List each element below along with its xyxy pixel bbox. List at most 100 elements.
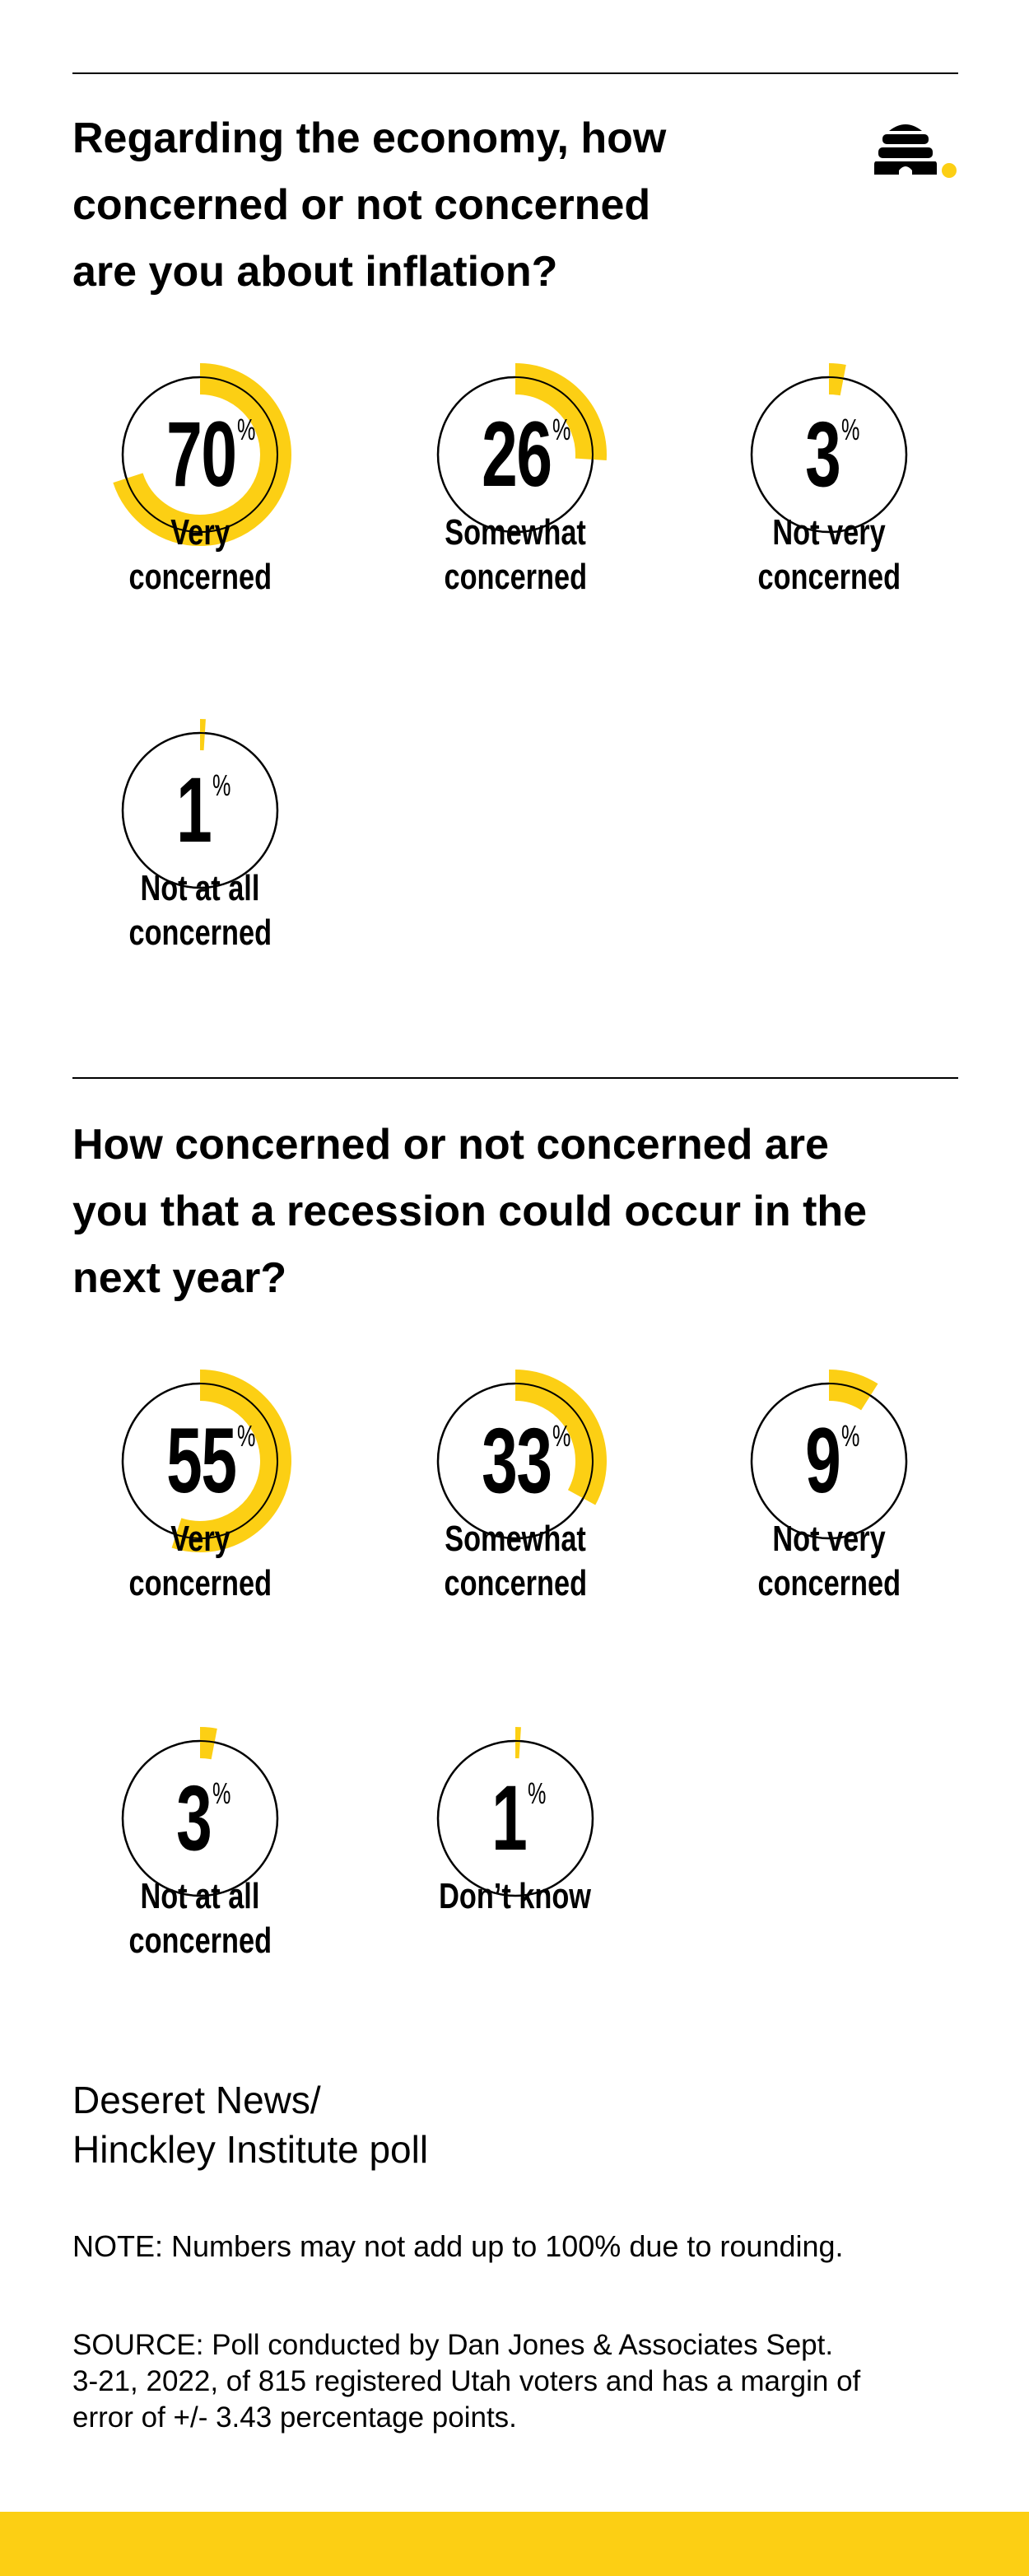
source: SOURCE: Poll conducted by Dan Jones & As… bbox=[72, 2327, 860, 2436]
credit-line: Deseret News/ bbox=[72, 2079, 321, 2121]
label-line: Not very bbox=[772, 1519, 886, 1559]
label-line: concerned bbox=[444, 1563, 587, 1603]
response-label: Very concerned bbox=[60, 511, 340, 600]
label-line: Don’t know bbox=[439, 1876, 592, 1916]
value: 1 bbox=[491, 1766, 528, 1869]
label-line: concerned bbox=[757, 1563, 901, 1603]
label-line: Very bbox=[170, 512, 230, 553]
note: NOTE: Numbers may not add up to 100% due… bbox=[72, 2229, 844, 2263]
response-label: Don’t know bbox=[375, 1874, 655, 1919]
donut-arc bbox=[424, 363, 607, 546]
title-line: Regarding the economy, how bbox=[72, 114, 667, 162]
response-label: Somewhat concerned bbox=[375, 511, 655, 600]
response-donut: 3% Not very concerned bbox=[705, 331, 952, 660]
response-label: Very concerned bbox=[60, 1517, 340, 1606]
credit-line: Hinckley Institute poll bbox=[72, 2128, 429, 2171]
percent-value: 33% bbox=[392, 1409, 639, 1512]
source-line: error of +/- 3.43 percentage points. bbox=[72, 2401, 517, 2434]
question-title: How concerned or not concerned are you th… bbox=[72, 1112, 896, 1312]
label-line: Very bbox=[170, 1519, 230, 1559]
percent-value: 3% bbox=[77, 1766, 324, 1869]
percent-value: 26% bbox=[392, 403, 639, 506]
donut-outline bbox=[751, 376, 907, 533]
percent-value: 9% bbox=[705, 1409, 952, 1512]
value: 70 bbox=[165, 403, 237, 506]
percent-sign: % bbox=[237, 1419, 256, 1453]
label-line: concerned bbox=[128, 1920, 272, 1961]
label-line: Not very bbox=[772, 512, 886, 553]
label-line: Somewhat bbox=[445, 512, 586, 553]
label-line: concerned bbox=[444, 557, 587, 597]
percent-sign: % bbox=[552, 1419, 571, 1453]
percent-value: 1% bbox=[392, 1766, 639, 1869]
response-donut: 26% Somewhat concerned bbox=[392, 331, 639, 660]
title-line: you that a recession could occur in the bbox=[72, 1188, 868, 1235]
donut-arc bbox=[424, 1727, 607, 1910]
percent-sign: % bbox=[552, 413, 571, 446]
title-line: are you about inflation? bbox=[72, 248, 558, 296]
donut-arc bbox=[109, 363, 291, 546]
donut-arc bbox=[109, 719, 291, 902]
donut-arc bbox=[109, 1370, 291, 1552]
response-donut: 70% Very concerned bbox=[77, 331, 324, 660]
question-title: Regarding the economy, how concerned or n… bbox=[72, 105, 896, 306]
donut-arc bbox=[738, 363, 920, 546]
value: 26 bbox=[481, 403, 552, 506]
percent-value: 1% bbox=[77, 758, 324, 861]
response-donut: 9% Not very concerned bbox=[705, 1337, 952, 1667]
percent-value: 55% bbox=[77, 1409, 324, 1512]
title-line: How concerned or not concerned are bbox=[72, 1121, 829, 1169]
footer-band bbox=[0, 2512, 1029, 2576]
response-label: Not very concerned bbox=[689, 1517, 969, 1606]
label-line: concerned bbox=[128, 557, 272, 597]
response-donut: 1% Don’t know bbox=[392, 1695, 639, 2024]
response-donut: 1% Not at all concerned bbox=[77, 687, 324, 1016]
label-line: Somewhat bbox=[445, 1519, 586, 1559]
donut-outline bbox=[437, 1740, 594, 1897]
response-donut: 55% Very concerned bbox=[77, 1337, 324, 1667]
label-line: Not at all bbox=[140, 1876, 260, 1916]
label-line: concerned bbox=[757, 557, 901, 597]
value: 1 bbox=[175, 758, 212, 861]
percent-sign: % bbox=[237, 413, 256, 446]
donut-outline bbox=[122, 732, 278, 889]
top-rule bbox=[72, 72, 958, 74]
response-donut: 33% Somewhat concerned bbox=[392, 1337, 639, 1667]
section-rule bbox=[72, 1077, 958, 1079]
label-line: Not at all bbox=[140, 868, 260, 908]
source-line: 3-21, 2022, of 815 registered Utah voter… bbox=[72, 2365, 861, 2397]
credit: Deseret News/ Hinckley Institute poll bbox=[72, 2075, 428, 2174]
donut-outline bbox=[122, 376, 278, 533]
value: 55 bbox=[165, 1409, 237, 1512]
donut-arc bbox=[424, 1370, 607, 1552]
title-line: next year? bbox=[72, 1254, 287, 1302]
donut-outline bbox=[437, 1383, 594, 1539]
donut-outline bbox=[122, 1740, 278, 1897]
value: 3 bbox=[804, 403, 841, 506]
response-label: Not very concerned bbox=[689, 511, 969, 600]
title-line: concerned or not concerned bbox=[72, 181, 651, 229]
response-donut: 3% Not at all concerned bbox=[77, 1695, 324, 2024]
percent-value: 3% bbox=[705, 403, 952, 506]
percent-sign: % bbox=[841, 413, 860, 446]
donut-outline bbox=[751, 1383, 907, 1539]
source-line: SOURCE: Poll conducted by Dan Jones & As… bbox=[72, 2329, 834, 2361]
response-label: Somewhat concerned bbox=[375, 1517, 655, 1606]
donut-outline bbox=[122, 1383, 278, 1539]
response-label: Not at all concerned bbox=[60, 1874, 340, 1963]
value: 9 bbox=[804, 1409, 841, 1512]
value: 33 bbox=[481, 1409, 552, 1512]
response-label: Not at all concerned bbox=[60, 866, 340, 955]
percent-value: 70% bbox=[77, 403, 324, 506]
beehive-logo-icon bbox=[871, 119, 961, 185]
label-line: concerned bbox=[128, 912, 272, 953]
percent-sign: % bbox=[841, 1419, 860, 1453]
donut-outline bbox=[437, 376, 594, 533]
percent-sign: % bbox=[528, 1776, 547, 1810]
donut-arc bbox=[109, 1727, 291, 1910]
percent-sign: % bbox=[212, 768, 231, 802]
value: 3 bbox=[175, 1766, 212, 1869]
label-line: concerned bbox=[128, 1563, 272, 1603]
donut-arc bbox=[738, 1370, 920, 1552]
percent-sign: % bbox=[212, 1776, 231, 1810]
